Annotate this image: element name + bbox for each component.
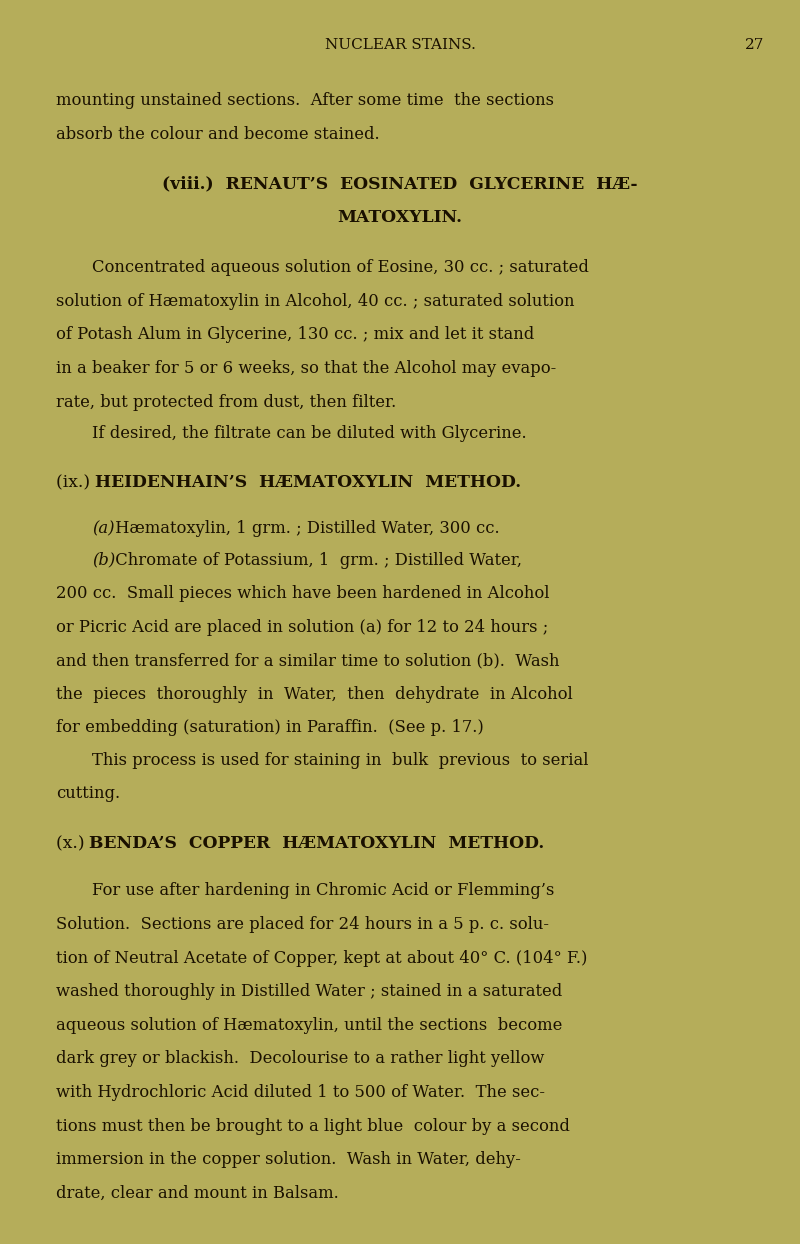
Text: (x.): (x.) (56, 835, 90, 852)
Text: dark grey or blackish.  Decolourise to a rather light yellow: dark grey or blackish. Decolourise to a … (56, 1050, 544, 1067)
Text: washed thoroughly in Distilled Water ; stained in a saturated: washed thoroughly in Distilled Water ; s… (56, 983, 562, 1000)
Text: cutting.: cutting. (56, 785, 120, 802)
Text: (viii.)  RENAUT’S  EOSINATED  GLYCERINE  HÆ-: (viii.) RENAUT’S EOSINATED GLYCERINE HÆ- (162, 175, 638, 193)
Text: HEIDENHAIN’S  HÆMATOXYLIN  METHOD.: HEIDENHAIN’S HÆMATOXYLIN METHOD. (95, 474, 522, 491)
Text: rate, but protected from dust, then filter.: rate, but protected from dust, then filt… (56, 393, 396, 411)
Text: Chromate of Potassium, 1  grm. ; Distilled Water,: Chromate of Potassium, 1 grm. ; Distille… (110, 551, 522, 569)
Text: drate, clear and mount in Balsam.: drate, clear and mount in Balsam. (56, 1184, 338, 1202)
Text: mounting unstained sections.  After some time  the sections: mounting unstained sections. After some … (56, 92, 554, 109)
Text: tions must then be brought to a light blue  colour by a second: tions must then be brought to a light bl… (56, 1117, 570, 1135)
Text: tion of Neutral Acetate of Copper, kept at about 40° C. (104° F.): tion of Neutral Acetate of Copper, kept … (56, 949, 587, 967)
Text: solution of Hæmatoxylin in Alcohol, 40 cc. ; saturated solution: solution of Hæmatoxylin in Alcohol, 40 c… (56, 292, 574, 310)
Text: Solution.  Sections are placed for 24 hours in a 5 p. c. solu-: Solution. Sections are placed for 24 hou… (56, 916, 549, 933)
Text: 27: 27 (745, 39, 764, 52)
Text: aqueous solution of Hæmatoxylin, until the sections  become: aqueous solution of Hæmatoxylin, until t… (56, 1016, 562, 1034)
Text: (b): (b) (92, 551, 115, 569)
Text: Concentrated aqueous solution of Eosine, 30 cc. ; saturated: Concentrated aqueous solution of Eosine,… (92, 259, 589, 276)
Text: BENDA’S  COPPER  HÆMATOXYLIN  METHOD.: BENDA’S COPPER HÆMATOXYLIN METHOD. (89, 835, 544, 852)
Text: of Potash Alum in Glycerine, 130 cc. ; mix and let it stand: of Potash Alum in Glycerine, 130 cc. ; m… (56, 326, 534, 343)
Text: absorb the colour and become stained.: absorb the colour and become stained. (56, 126, 380, 143)
Text: immersion in the copper solution.  Wash in Water, dehy-: immersion in the copper solution. Wash i… (56, 1151, 521, 1168)
Text: in a beaker for 5 or 6 weeks, so that the Alcohol may evapo-: in a beaker for 5 or 6 weeks, so that th… (56, 360, 556, 377)
Text: with Hydrochloric Acid diluted 1 to 500 of Water.  The sec-: with Hydrochloric Acid diluted 1 to 500 … (56, 1084, 545, 1101)
Text: NUCLEAR STAINS.: NUCLEAR STAINS. (325, 39, 475, 52)
Text: If desired, the filtrate can be diluted with Glycerine.: If desired, the filtrate can be diluted … (92, 424, 526, 442)
Text: for embedding (saturation) in Paraffin.  (See p. 17.): for embedding (saturation) in Paraffin. … (56, 719, 484, 736)
Text: or Picric Acid are placed in solution (a) for 12 to 24 hours ;: or Picric Acid are placed in solution (a… (56, 618, 548, 636)
Text: (ix.): (ix.) (56, 474, 96, 491)
Text: and then transferred for a similar time to solution (b).  Wash: and then transferred for a similar time … (56, 652, 559, 669)
Text: 200 cc.  Small pieces which have been hardened in Alcohol: 200 cc. Small pieces which have been har… (56, 585, 550, 602)
Text: Hæmatoxylin, 1 grm. ; Distilled Water, 300 cc.: Hæmatoxylin, 1 grm. ; Distilled Water, 3… (110, 520, 500, 537)
Text: For use after hardening in Chromic Acid or Flemming’s: For use after hardening in Chromic Acid … (92, 882, 554, 899)
Text: MATOXYLIN.: MATOXYLIN. (338, 209, 462, 226)
Text: (a): (a) (92, 520, 114, 537)
Text: This process is used for staining in  bulk  previous  to serial: This process is used for staining in bul… (92, 751, 589, 769)
Text: the  pieces  thoroughly  in  Water,  then  dehydrate  in Alcohol: the pieces thoroughly in Water, then deh… (56, 685, 573, 703)
